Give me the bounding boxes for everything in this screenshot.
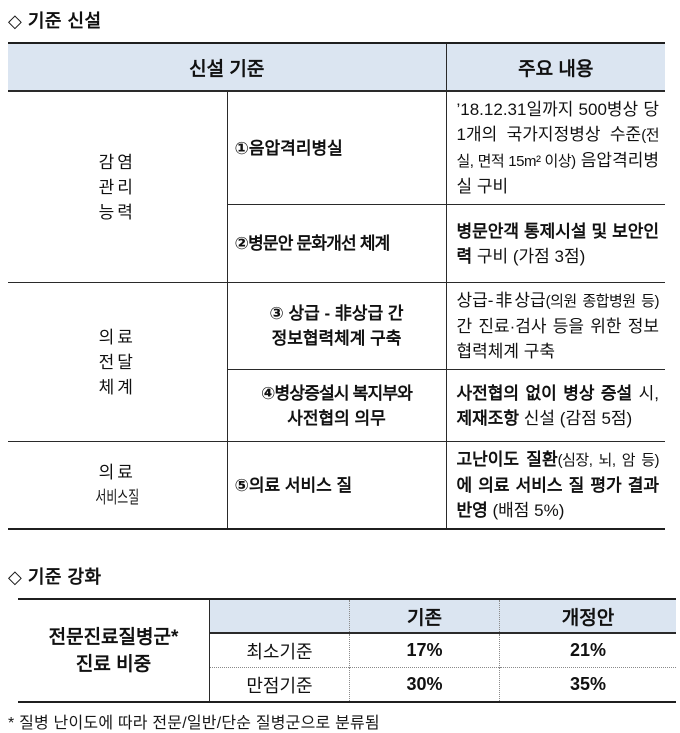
criteria-label-line: 사전협의 의무 bbox=[287, 408, 386, 428]
content-segment: 시, bbox=[632, 383, 659, 403]
content-cell: 병문안객 통제시설 및 보안인력 구비 (가점 3점) bbox=[446, 204, 665, 283]
table-row: ②병문안 문화개선 체계 병문안객 통제시설 및 보안인력 구비 (가점 3점) bbox=[8, 204, 665, 283]
group-cell-service-quality: 의료 서비스질 bbox=[8, 441, 228, 529]
header-cell-content: 주요 내용 bbox=[446, 43, 665, 92]
criteria-label-line: ①음압격리병실 bbox=[234, 138, 343, 158]
footnote: * 질병 난이도에 따라 전문/일반/단순 질병군으로 분류됨 bbox=[8, 715, 380, 732]
group-line: 전달 bbox=[98, 352, 136, 372]
empty-header-cell bbox=[209, 599, 350, 634]
section2-title: ◇ 기준 강화 bbox=[8, 567, 102, 587]
group-label-line: 전문진료질병군* bbox=[48, 626, 179, 648]
content-segment: 간 진료·검사 등을 위한 정보협력체계 구축 bbox=[456, 317, 660, 361]
content-segment: 제재조항 bbox=[456, 408, 520, 428]
table-row: 감염 관리 능력 ①음압격리병실 ’18.12.31일까지 500병상 당 1개… bbox=[8, 90, 665, 283]
content-segment: 상급-非상급 bbox=[456, 291, 546, 310]
table-row: 의료 서비스질 ⑤의료 서비스 질 고난이도 질환(심장, 뇌, 암 등) 에 의… bbox=[8, 441, 665, 529]
value-cell-fullscore-existing: 30% bbox=[349, 667, 500, 702]
content-segment: (전실, 면적 15m² 이상) bbox=[456, 127, 660, 170]
criteria-cell-service-quality: ⑤의료 서비스 질 bbox=[227, 441, 447, 529]
criteria-label-line: ③ 상급 - 非상급 간 bbox=[269, 304, 404, 323]
table-header-row: 전문진료질병군* 진료 비중 기존 개정안 bbox=[18, 599, 676, 702]
content-segment: 구비 (가점 3점) bbox=[472, 246, 586, 266]
content-cell: 고난이도 질환(심장, 뇌, 암 등) 에 의료 서비스 질 평가 결과 반영 (… bbox=[446, 441, 665, 529]
table-header-row: 신설 기준 주요 내용 bbox=[8, 43, 665, 92]
group-label-line: 진료 비중 bbox=[75, 653, 152, 675]
group-line: 서비스질 bbox=[95, 488, 140, 507]
content-segment: 에 의료 서비스 질 평가 결과 반영 bbox=[456, 476, 660, 520]
group-cell-care-delivery: 의료 전달 체계 bbox=[8, 282, 228, 442]
criteria-label-line: ⑤의료 서비스 질 bbox=[234, 475, 353, 495]
header-cell-revised: 개정안 bbox=[499, 599, 676, 634]
content-segment: 신설 (감점 5점) bbox=[519, 408, 633, 428]
content-segment: 사전협의 없이 병상 증설 bbox=[456, 383, 633, 403]
content-cell: ’18.12.31일까지 500병상 당 1개의 국가지정병상 수준(전실, 면… bbox=[446, 90, 665, 205]
criterion-cell-minimum: 최소기준 bbox=[246, 641, 313, 662]
content-segment: ’18.12.31일까지 500병상 당 1개의 국가지정병상 수준 bbox=[456, 100, 660, 144]
section1-title: ◇ 기준 신설 bbox=[8, 11, 102, 31]
group-line: 의료 bbox=[98, 327, 136, 347]
group-line: 체계 bbox=[98, 377, 136, 397]
header-cell-existing: 기존 bbox=[349, 599, 500, 634]
value-cell-fullscore-revised: 35% bbox=[499, 667, 676, 702]
content-segment: (심장, 뇌, 암 등) bbox=[557, 452, 660, 469]
group-line: 능력 bbox=[98, 202, 136, 222]
new-criteria-table: 신설 기준 주요 내용 감염 관리 능력 ①음압격리병실 ’18.12.31일까… bbox=[8, 42, 665, 530]
group-line: 의료 bbox=[98, 463, 136, 482]
criteria-cell-info-cooperation: ③ 상급 - 非상급 간 정보협력체계 구축 bbox=[227, 282, 447, 370]
strengthened-criteria-table: 전문진료질병군* 진료 비중 기존 개정안 최소기준 17% 21% 만점기준 … bbox=[18, 598, 676, 703]
criteria-cell-isolation-room: ①음압격리병실 bbox=[227, 90, 447, 205]
group-line: 감염 bbox=[98, 152, 136, 172]
table-row: 의료 전달 체계 ③ 상급 - 非상급 간 정보협력체계 구축 상급-非상급(의… bbox=[8, 282, 665, 442]
value-cell-minimum-existing: 17% bbox=[349, 633, 500, 668]
criteria-label-line: ②병문안 문화개선 체계 bbox=[234, 234, 391, 253]
criterion-cell-fullscore: 만점기준 bbox=[209, 667, 350, 702]
criteria-cell-visiting-culture: ②병문안 문화개선 체계 bbox=[227, 204, 447, 283]
content-segment: 고난이도 질환 bbox=[456, 450, 558, 469]
content-cell: 상급-非상급(의원 종합병원 등) 간 진료·검사 등을 위한 정보협력체계 구… bbox=[446, 282, 665, 370]
group-line: 관리 bbox=[98, 177, 136, 197]
content-segment: (배점 5%) bbox=[487, 501, 565, 520]
header-cell-criteria: 신설 기준 bbox=[8, 43, 447, 92]
group-cell-specialized-disease: 전문진료질병군* 진료 비중 bbox=[18, 599, 210, 702]
content-segment: 음압격리병실 구비 bbox=[456, 151, 660, 196]
table-row: ④병상증설시 복지부와 사전협의 의무 사전협의 없이 병상 증설 시, 제재조… bbox=[8, 369, 665, 442]
content-cell: 사전협의 없이 병상 증설 시, 제재조항 신설 (감점 5점) bbox=[446, 369, 665, 442]
criteria-label-line: 정보협력체계 구축 bbox=[271, 329, 402, 348]
group-cell-infection-control: 감염 관리 능력 bbox=[8, 90, 228, 283]
criteria-cell-bed-expansion: ④병상증설시 복지부와 사전협의 의무 bbox=[227, 369, 447, 442]
content-segment: 병문안객 통제시설 및 보안인력 bbox=[456, 221, 660, 266]
content-segment: (의원 종합병원 등) bbox=[545, 293, 660, 310]
value-cell-minimum-revised: 21% bbox=[499, 633, 676, 668]
criteria-label-line: ④병상증설시 복지부와 bbox=[260, 383, 413, 403]
